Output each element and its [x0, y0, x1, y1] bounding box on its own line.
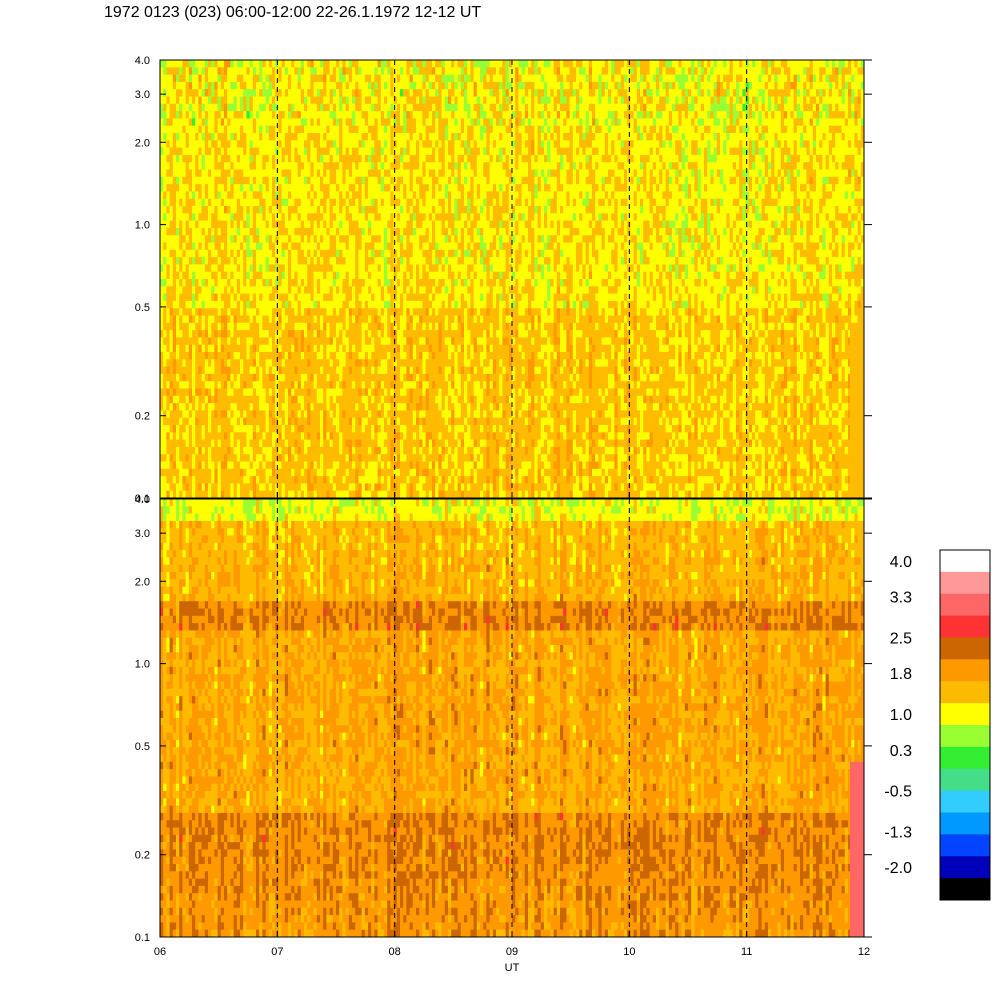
heatmap-top — [160, 60, 864, 498]
chart-title: 1972 0123 (023) 06:00-12:00 22-26.1.1972… — [104, 4, 481, 22]
spectrogram-panel-top — [160, 60, 864, 498]
